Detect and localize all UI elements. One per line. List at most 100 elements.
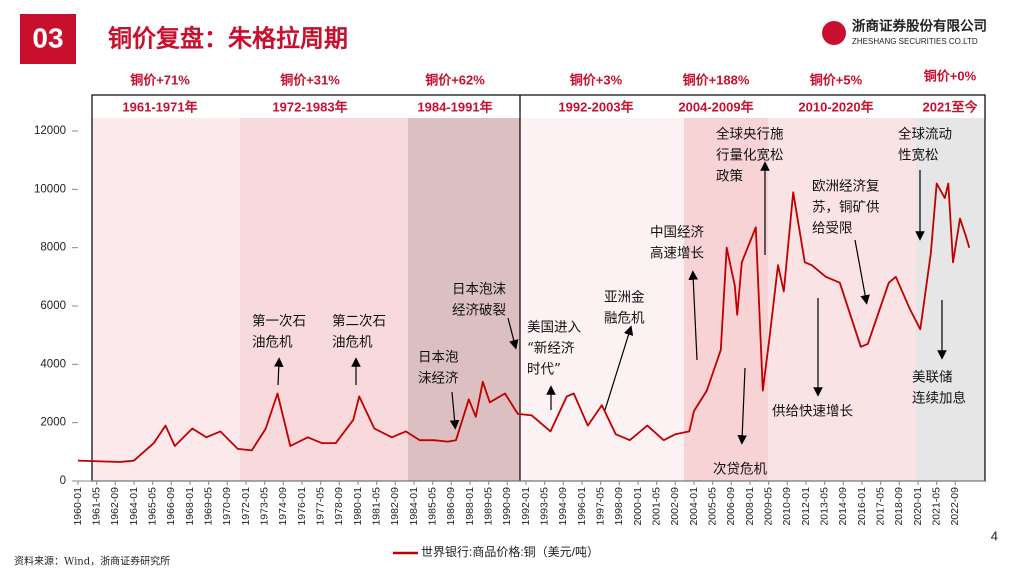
x-tick-label: 2001-05 <box>650 487 662 526</box>
x-tick-label: 2010-09 <box>781 487 793 526</box>
annotation: 美国进入 <box>527 320 581 336</box>
annotation-arrow <box>688 270 699 361</box>
period-band <box>408 118 520 481</box>
x-tick-label: 1998-09 <box>613 487 625 526</box>
annotation: 经济破裂 <box>452 303 506 319</box>
x-tick-label: 1981-05 <box>370 487 382 526</box>
x-tick-label: 1980-01 <box>352 487 364 526</box>
period-label: 1992-2003年 <box>558 99 633 114</box>
x-tick-label: 2002-09 <box>669 487 681 526</box>
x-tick-label: 2022-09 <box>949 487 961 526</box>
period-label: 2010-2020年 <box>798 99 873 114</box>
annotation: 日本泡沫 <box>452 282 506 298</box>
x-tick-label: 1960-01 <box>72 487 84 526</box>
x-tick-label: 2013-05 <box>818 487 830 526</box>
x-tick-label: 1992-01 <box>520 487 532 526</box>
annotation: 性宽松 <box>898 147 939 164</box>
period-change: 铜价+188% <box>682 72 750 87</box>
x-tick-label: 1978-09 <box>333 487 345 526</box>
period-band <box>520 118 684 481</box>
source: 资料来源：Wind，浙商证券研究所 <box>14 555 170 568</box>
annotation: 第一次石 <box>252 313 306 330</box>
period-band <box>684 118 768 481</box>
y-tick-label: 4000 <box>40 358 66 370</box>
slide-title: 铜价复盘：朱格拉周期 <box>108 24 348 52</box>
x-tick-label: 1977-05 <box>314 487 326 526</box>
annotation: 美联储 <box>912 370 953 386</box>
x-tick-label: 2018-09 <box>893 487 905 526</box>
section-badge <box>20 14 76 64</box>
x-tick-label: 2021-05 <box>930 487 942 526</box>
annotation: 全球流动 <box>898 126 952 143</box>
section-number: 03 <box>32 22 63 53</box>
x-tick-label: 2012-01 <box>800 487 812 526</box>
x-tick-label: 2014-09 <box>837 487 849 526</box>
annotation-arrow <box>854 239 870 305</box>
x-tick-label: 2017-05 <box>874 487 886 526</box>
annotation: 欧洲经济复 <box>812 178 880 195</box>
y-tick-label: 2000 <box>40 417 66 429</box>
logo <box>822 21 846 45</box>
legend-label: 世界银行:商品价格:铜（美元/吨） <box>421 544 599 559</box>
y-tick-label: 10000 <box>34 183 66 195</box>
x-tick-label: 1982-09 <box>389 487 401 526</box>
x-tick-label: 2016-01 <box>856 487 868 526</box>
annotation-arrow <box>273 357 284 386</box>
x-tick-label: 1962-09 <box>109 487 121 526</box>
period-label: 2021至今 <box>923 99 979 114</box>
period-band <box>768 118 916 481</box>
annotation: 第二次石 <box>332 313 386 330</box>
period-label: 1972-1983年 <box>272 99 347 114</box>
period-band <box>240 118 408 481</box>
x-tick-label: 1989-05 <box>482 487 494 526</box>
x-tick-label: 1966-09 <box>165 487 177 526</box>
annotation: 政策 <box>716 168 744 185</box>
y-tick-label: 6000 <box>40 300 66 312</box>
period-band <box>92 118 240 481</box>
x-tick-label: 1973-05 <box>258 487 270 526</box>
period-change: 铜价+71% <box>129 72 190 87</box>
x-tick-label: 1961-05 <box>90 487 102 526</box>
x-tick-label: 1970-09 <box>221 487 233 526</box>
annotation: 全球央行施 <box>716 126 784 143</box>
annotation-arrow <box>507 317 519 350</box>
period-change: 铜价+0% <box>923 68 977 83</box>
x-tick-label: 2009-05 <box>762 487 774 526</box>
period-label: 1961-1971年 <box>122 99 197 114</box>
price-line <box>77 182 971 463</box>
x-tick-label: 2004-01 <box>688 487 700 526</box>
annotation: “新经济 <box>527 341 575 357</box>
x-tick-label: 1990-09 <box>501 487 513 526</box>
x-tick-label: 1996-01 <box>576 487 588 526</box>
annotation: 给受限 <box>812 221 853 237</box>
company: 浙商证券股份有限公司 <box>852 18 987 34</box>
x-tick-label: 1997-05 <box>594 487 606 526</box>
annotation-arrow <box>449 391 460 430</box>
period-change: 铜价+3% <box>569 72 623 87</box>
x-tick-label: 1986-09 <box>445 487 457 526</box>
annotation: 次贷危机 <box>713 462 767 478</box>
x-tick-label: 1969-05 <box>202 487 214 526</box>
annotation: 连续加息 <box>912 390 966 407</box>
x-tick-label: 1976-01 <box>296 487 308 526</box>
x-tick-label: 1972-01 <box>240 487 252 526</box>
x-tick-label: 1968-01 <box>184 487 196 526</box>
x-tick-label: 1985-05 <box>426 487 438 526</box>
annotation: 供给快速增长 <box>772 404 853 420</box>
annotation: 中国经济 <box>650 225 704 241</box>
period-change: 铜价+5% <box>809 72 863 87</box>
x-tick-label: 2006-09 <box>725 487 737 526</box>
annotation: 融危机 <box>604 311 645 327</box>
annotation: 油危机 <box>332 335 373 351</box>
annotation-arrow <box>604 325 634 411</box>
annotation: 苏，铜矿供 <box>812 200 880 216</box>
annotation: 沫经济 <box>418 371 459 387</box>
x-tick-label: 1994-09 <box>557 487 569 526</box>
annotation: 日本泡 <box>418 350 459 366</box>
x-tick-label: 1965-05 <box>146 487 158 526</box>
period-band <box>916 118 985 481</box>
y-tick-label: 0 <box>60 475 66 487</box>
x-tick-label: 2000-01 <box>632 487 644 526</box>
annotation: 高速增长 <box>650 245 704 262</box>
